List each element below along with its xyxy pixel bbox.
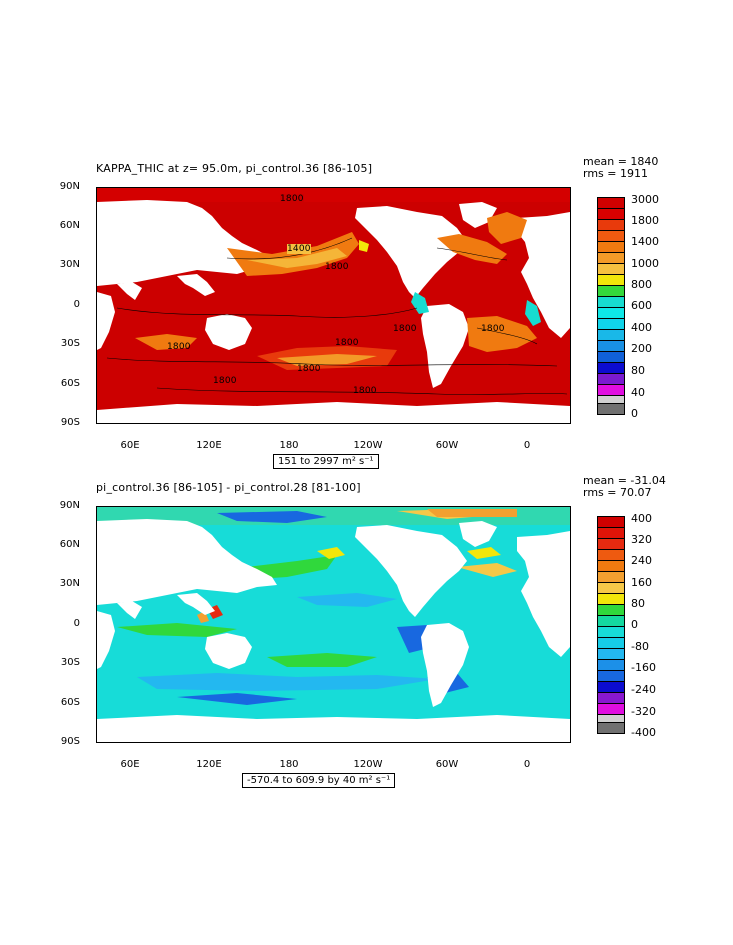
lat-label-60s: 60S <box>60 378 80 389</box>
lon-label-60e: 60E <box>120 440 140 451</box>
legend-label: 0 <box>631 618 638 631</box>
lon-label-120w: 120W <box>353 440 383 451</box>
bottom-map <box>96 506 571 743</box>
contour-label: 1800 <box>297 364 321 374</box>
lon-label-60w: 60W <box>435 759 459 770</box>
lat-label-30s: 30S <box>60 657 80 668</box>
legend-label: -240 <box>631 683 656 696</box>
legend-label: -320 <box>631 705 656 718</box>
lon-label-180: 180 <box>279 759 299 770</box>
legend-label: 1800 <box>631 214 659 227</box>
lon-label-120e: 120E <box>196 440 222 451</box>
bottom-map-svg <box>97 507 570 742</box>
lat-label-60n: 60N <box>59 220 80 231</box>
lat-label-90n: 90N <box>59 500 80 511</box>
contour-label: 1800 <box>213 376 237 386</box>
bottom-panel-title: pi_control.36 [86-105] - pi_control.28 [… <box>96 481 361 494</box>
contour-label: 1800 <box>167 342 191 352</box>
legend-label: 1400 <box>631 235 659 248</box>
legend-label: -400 <box>631 726 656 739</box>
lon-label-0: 0 <box>523 759 531 770</box>
lon-label-120e: 120E <box>196 759 222 770</box>
legend-label: 600 <box>631 299 652 312</box>
contour-label: 1800 <box>325 262 349 272</box>
legend-label: -80 <box>631 640 649 653</box>
bottom-panel-rms: rms = 70.07 <box>583 486 652 499</box>
top-panel-title: KAPPA_THIC at z= 95.0m, pi_control.36 [8… <box>96 162 373 175</box>
lat-label-30n: 30N <box>59 259 80 270</box>
top-range-box: 151 to 2997 m² s⁻¹ <box>273 454 379 469</box>
contour-label: 1800 <box>353 386 377 396</box>
lat-label-60s: 60S <box>60 697 80 708</box>
lon-label-60e: 60E <box>120 759 140 770</box>
legend-swatch <box>597 722 625 734</box>
legend-label: 400 <box>631 321 652 334</box>
top-map: 1800 1400 1800 1800 1800 1800 1800 1800 … <box>96 187 571 424</box>
lon-label-60w: 60W <box>435 440 459 451</box>
lat-label-90s: 90S <box>60 736 80 747</box>
bottom-panel-mean: mean = -31.04 <box>583 474 666 487</box>
lat-label-90n: 90N <box>59 181 80 192</box>
lat-label-60n: 60N <box>59 539 80 550</box>
bottom-range-box: -570.4 to 609.9 by 40 m² s⁻¹ <box>242 773 396 788</box>
legend-label: 400 <box>631 512 652 525</box>
legend-label: 80 <box>631 364 645 377</box>
top-map-svg <box>97 188 570 423</box>
top-panel-mean: mean = 1840 <box>583 155 659 168</box>
top-panel-rms: rms = 1911 <box>583 167 648 180</box>
contour-label: 1800 <box>335 338 359 348</box>
legend-label: 40 <box>631 386 645 399</box>
contour-label: 1400 <box>287 244 311 254</box>
legend-label: 320 <box>631 533 652 546</box>
legend-swatch <box>597 403 625 415</box>
lon-label-0: 0 <box>523 440 531 451</box>
lat-label-eq: 0 <box>73 299 80 310</box>
legend-label: 800 <box>631 278 652 291</box>
legend-label: 3000 <box>631 193 659 206</box>
lat-label-90s: 90S <box>60 417 80 428</box>
contour-label: 1800 <box>280 194 304 204</box>
legend-label: -160 <box>631 661 656 674</box>
contour-label: 1800 <box>481 324 505 334</box>
legend-label: 0 <box>631 407 638 420</box>
lon-label-180: 180 <box>279 440 299 451</box>
lat-label-eq: 0 <box>73 618 80 629</box>
legend-label: 240 <box>631 554 652 567</box>
lon-label-120w: 120W <box>353 759 383 770</box>
lat-label-30s: 30S <box>60 338 80 349</box>
legend-label: 200 <box>631 342 652 355</box>
legend-label: 160 <box>631 576 652 589</box>
contour-label: 1800 <box>393 324 417 334</box>
legend-label: 1000 <box>631 257 659 270</box>
legend-label: 80 <box>631 597 645 610</box>
lat-label-30n: 30N <box>59 578 80 589</box>
